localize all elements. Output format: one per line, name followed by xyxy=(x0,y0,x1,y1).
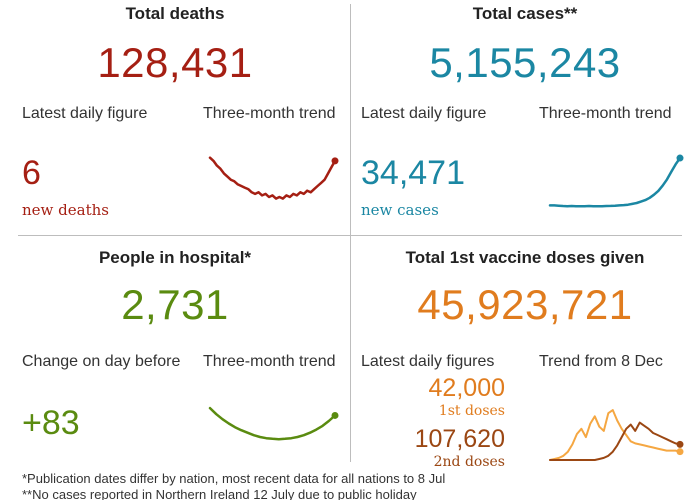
footnote-publication-dates: *Publication dates differ by nation, mos… xyxy=(22,471,446,486)
vaccine-trend-chart xyxy=(549,409,684,461)
vaccine-first-sub: 1st doses xyxy=(438,403,505,419)
cases-total: 5,155,243 xyxy=(429,39,621,86)
deaths-daily-value: 6 xyxy=(22,154,41,192)
vaccine-daily-label: Latest daily figures xyxy=(361,353,495,370)
hospital-total: 2,731 xyxy=(121,281,229,328)
deaths-trend-line-end-point xyxy=(331,157,339,165)
hospital-daily-label: Change on day before xyxy=(22,353,181,370)
horizontal-divider xyxy=(18,235,682,236)
hospital-trend-chart xyxy=(208,406,339,441)
cases-trend-line xyxy=(548,156,682,208)
hospital-title: People in hospital* xyxy=(98,248,252,267)
deaths-trend-line xyxy=(208,156,337,200)
vaccine-second-value: 107,620 xyxy=(414,425,505,453)
deaths-daily-sub: new deaths xyxy=(22,201,109,219)
hospital-trend-line xyxy=(208,406,337,441)
cases-trend-label: Three-month trend xyxy=(539,105,672,122)
cases-daily-label: Latest daily figure xyxy=(361,105,487,122)
cases-trend-line-end-point xyxy=(676,154,684,162)
cases-title: Total cases** xyxy=(472,4,578,23)
deaths-daily-label: Latest daily figure xyxy=(22,105,148,122)
deaths-total: 128,431 xyxy=(97,39,253,86)
second-doses-trend-line-end-point xyxy=(676,440,684,448)
vaccine-first-value: 42,000 xyxy=(428,374,505,402)
cases-trend-chart xyxy=(548,154,684,208)
vaccine-second-sub: 2nd doses xyxy=(433,454,505,470)
hospital-daily-value: +83 xyxy=(22,404,80,442)
cases-daily-value: 34,471 xyxy=(361,154,465,192)
second-doses-trend-line xyxy=(549,421,681,461)
deaths-trend-label: Three-month trend xyxy=(203,105,336,122)
first-doses-trend-line-end-point xyxy=(676,448,684,456)
vaccine-trend-label: Trend from 8 Dec xyxy=(539,353,663,370)
hospital-panel: People in hospital* 2,731 Change on day … xyxy=(0,238,350,476)
hospital-trend-line-end-point xyxy=(331,411,339,419)
vaccine-panel: Total 1st vaccine doses given 45,923,721… xyxy=(350,238,700,476)
vertical-divider xyxy=(350,4,351,462)
first-doses-trend-line xyxy=(549,409,681,461)
vaccine-total: 45,923,721 xyxy=(417,281,633,328)
hospital-trend-label: Three-month trend xyxy=(203,353,336,370)
vaccine-title: Total 1st vaccine doses given xyxy=(405,248,645,267)
cases-panel: Total cases** 5,155,243 Latest daily fig… xyxy=(350,0,700,238)
footnote-northern-ireland: **No cases reported in Northern Ireland … xyxy=(22,487,417,500)
deaths-panel: Total deaths 128,431 Latest daily figure… xyxy=(0,0,350,238)
cases-daily-sub: new cases xyxy=(361,201,439,219)
deaths-trend-chart xyxy=(208,156,339,200)
deaths-title: Total deaths xyxy=(125,4,225,23)
